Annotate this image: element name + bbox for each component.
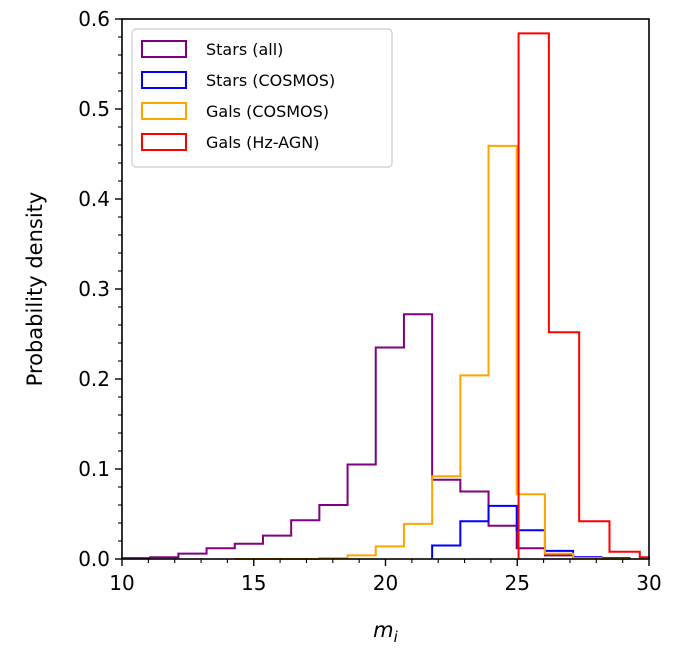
x-tick-label: 10 [109, 571, 134, 595]
x-tick-label: 25 [505, 571, 530, 595]
x-axis-label: mi [373, 618, 398, 646]
x-axis-label-sub: i [394, 628, 399, 646]
x-tick-label: 20 [373, 571, 398, 595]
y-tick-label: 0.0 [78, 547, 110, 571]
legend-label: Stars (COSMOS) [206, 71, 335, 90]
series-layer [121, 32, 650, 560]
series-stars-all [121, 313, 631, 560]
legend: Stars (all) Stars (COSMOS) Gals (COSMOS) Ga… [131, 28, 393, 168]
series-stars-cosmos [431, 504, 631, 560]
legend-box [131, 28, 393, 168]
y-tick-label: 0.3 [78, 277, 110, 301]
legend-swatch [141, 40, 187, 58]
axes-layer: 10 15 20 25 30 0.0 0.1 0.2 0.3 0.4 0.5 0.6 [78, 7, 662, 595]
y-tick-label: 0.5 [78, 97, 110, 121]
series-gals-hz-agn [517, 32, 650, 559]
y-tick-label: 0.6 [78, 7, 110, 31]
legend-label: Gals (COSMOS) [206, 102, 329, 121]
x-axis-label-main: m [373, 618, 393, 642]
x-tick-label: 30 [636, 571, 661, 595]
legend-swatch [141, 133, 187, 151]
y-tick-label: 0.1 [78, 457, 110, 481]
y-tick-label: 0.4 [78, 187, 110, 211]
legend-swatch [141, 71, 187, 89]
legend-label: Stars (all) [206, 40, 283, 59]
y-axis-label: Probability density [23, 192, 47, 387]
legend-swatch [141, 102, 187, 120]
y-tick-label: 0.2 [78, 367, 110, 391]
series-gals-cosmos [234, 144, 630, 560]
x-tick-label: 15 [241, 571, 266, 595]
legend-label: Gals (Hz-AGN) [206, 133, 319, 152]
